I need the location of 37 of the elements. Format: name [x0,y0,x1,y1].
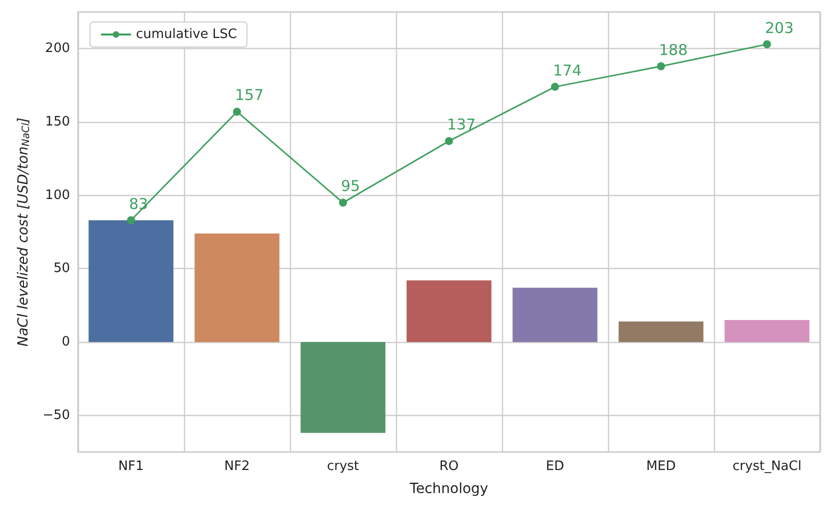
x-tick-label: NF2 [224,459,250,474]
data-label: 95 [341,177,360,196]
y-axis-title: NaCl levelized cost [USD/tonNaCl] [16,118,32,346]
x-tick-label: RO [439,459,459,474]
y-tick-label: 150 [45,114,70,130]
point [127,216,135,224]
bar [406,280,492,342]
bar [512,288,598,342]
data-label: 157 [235,86,264,104]
bar [618,321,704,342]
point [763,40,771,48]
y-tick-label: 0 [62,334,70,350]
x-tick-label: cryst [326,459,360,474]
data-label: 83 [129,194,148,213]
data-label: 203 [765,18,794,37]
data-label: 174 [553,61,582,80]
y-tick-label: 200 [45,41,70,56]
y-tick-label: −50 [42,408,70,423]
x-tick-label: MED [646,459,676,474]
bar [88,220,174,342]
point [233,108,241,116]
data-label: 137 [447,116,476,134]
bar [194,233,280,342]
bar [724,320,810,342]
bar [300,342,386,433]
point [445,137,453,146]
legend-label: cumulative LSC [136,27,237,42]
x-tick-label: cryst_NaCl [732,459,802,474]
point [551,82,559,91]
data-label: 188 [659,40,688,59]
point [339,198,347,207]
x-tick-label: NF1 [118,459,144,474]
x-axis-title: Technology [408,481,488,497]
x-tick-label: ED [546,459,564,474]
point [657,62,665,70]
y-tick-label: 50 [53,261,70,276]
y-tick-label: 100 [45,188,70,203]
